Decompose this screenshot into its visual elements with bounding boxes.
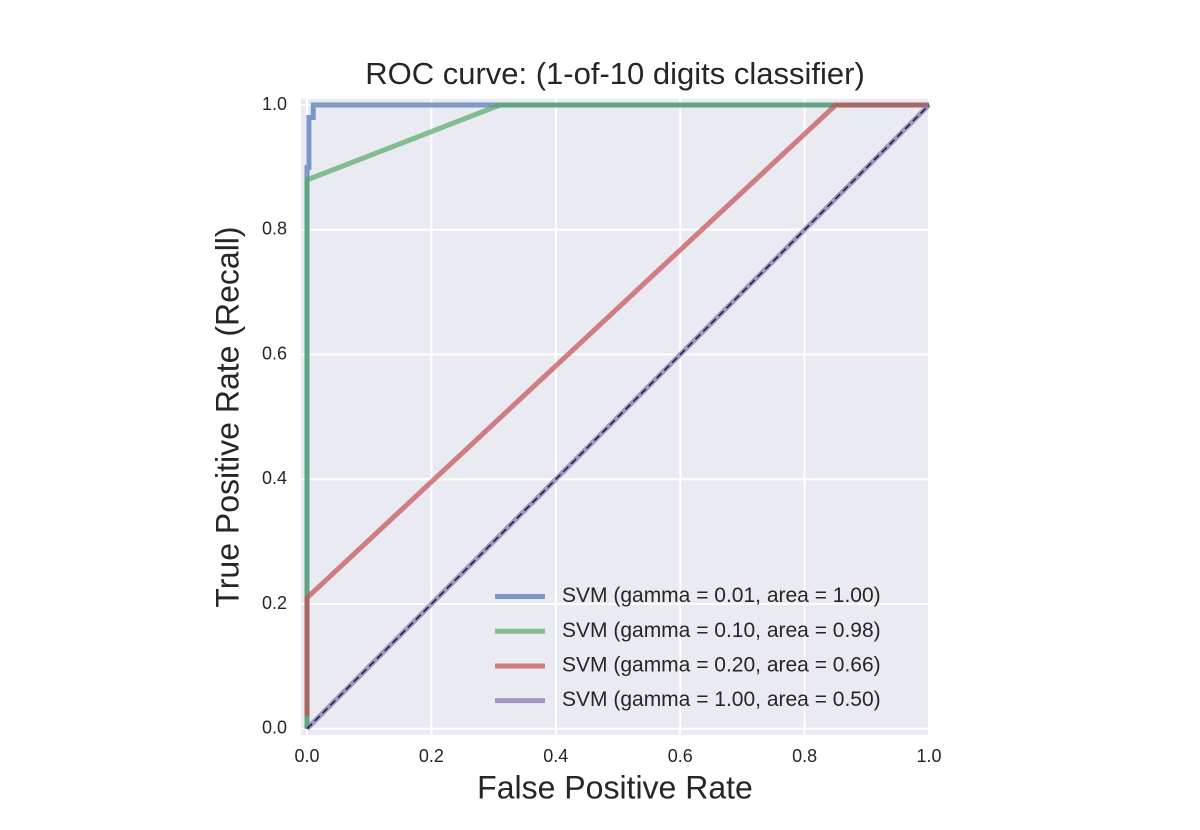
legend-label: SVM (gamma = 1.00, area = 0.50) bbox=[562, 688, 881, 711]
legend-label: SVM (gamma = 0.10, area = 0.98) bbox=[562, 619, 881, 642]
x-tick-label: 0.8 bbox=[792, 746, 817, 766]
y-tick-label: 1.0 bbox=[262, 94, 287, 114]
y-tick-label: 0.6 bbox=[262, 343, 287, 363]
x-tick-label: 0.0 bbox=[295, 746, 320, 766]
y-tick-label: 0.4 bbox=[262, 468, 287, 488]
roc-line bbox=[304, 102, 929, 717]
legend-label: SVM (gamma = 0.20, area = 0.66) bbox=[562, 653, 881, 676]
reference-line bbox=[306, 104, 930, 730]
x-tick-label: 0.6 bbox=[668, 746, 693, 766]
legend-label: SVM (gamma = 0.01, area = 1.00) bbox=[562, 584, 881, 607]
roc-line bbox=[304, 102, 929, 729]
x-tick-label: 0.2 bbox=[419, 746, 444, 766]
y-axis-label: True Positive Rate (Recall) bbox=[209, 226, 245, 607]
chart-title: ROC curve: (1-of-10 digits classifier) bbox=[365, 56, 865, 91]
y-tick-label: 0.8 bbox=[262, 219, 287, 239]
y-tick-label: 0.0 bbox=[262, 718, 287, 738]
x-tick-label: 1.0 bbox=[916, 746, 941, 766]
x-axis-label: False Positive Rate bbox=[477, 769, 753, 805]
roc-line bbox=[304, 102, 929, 729]
x-tick-label: 0.4 bbox=[543, 746, 568, 766]
y-tick-label: 0.2 bbox=[262, 593, 287, 613]
